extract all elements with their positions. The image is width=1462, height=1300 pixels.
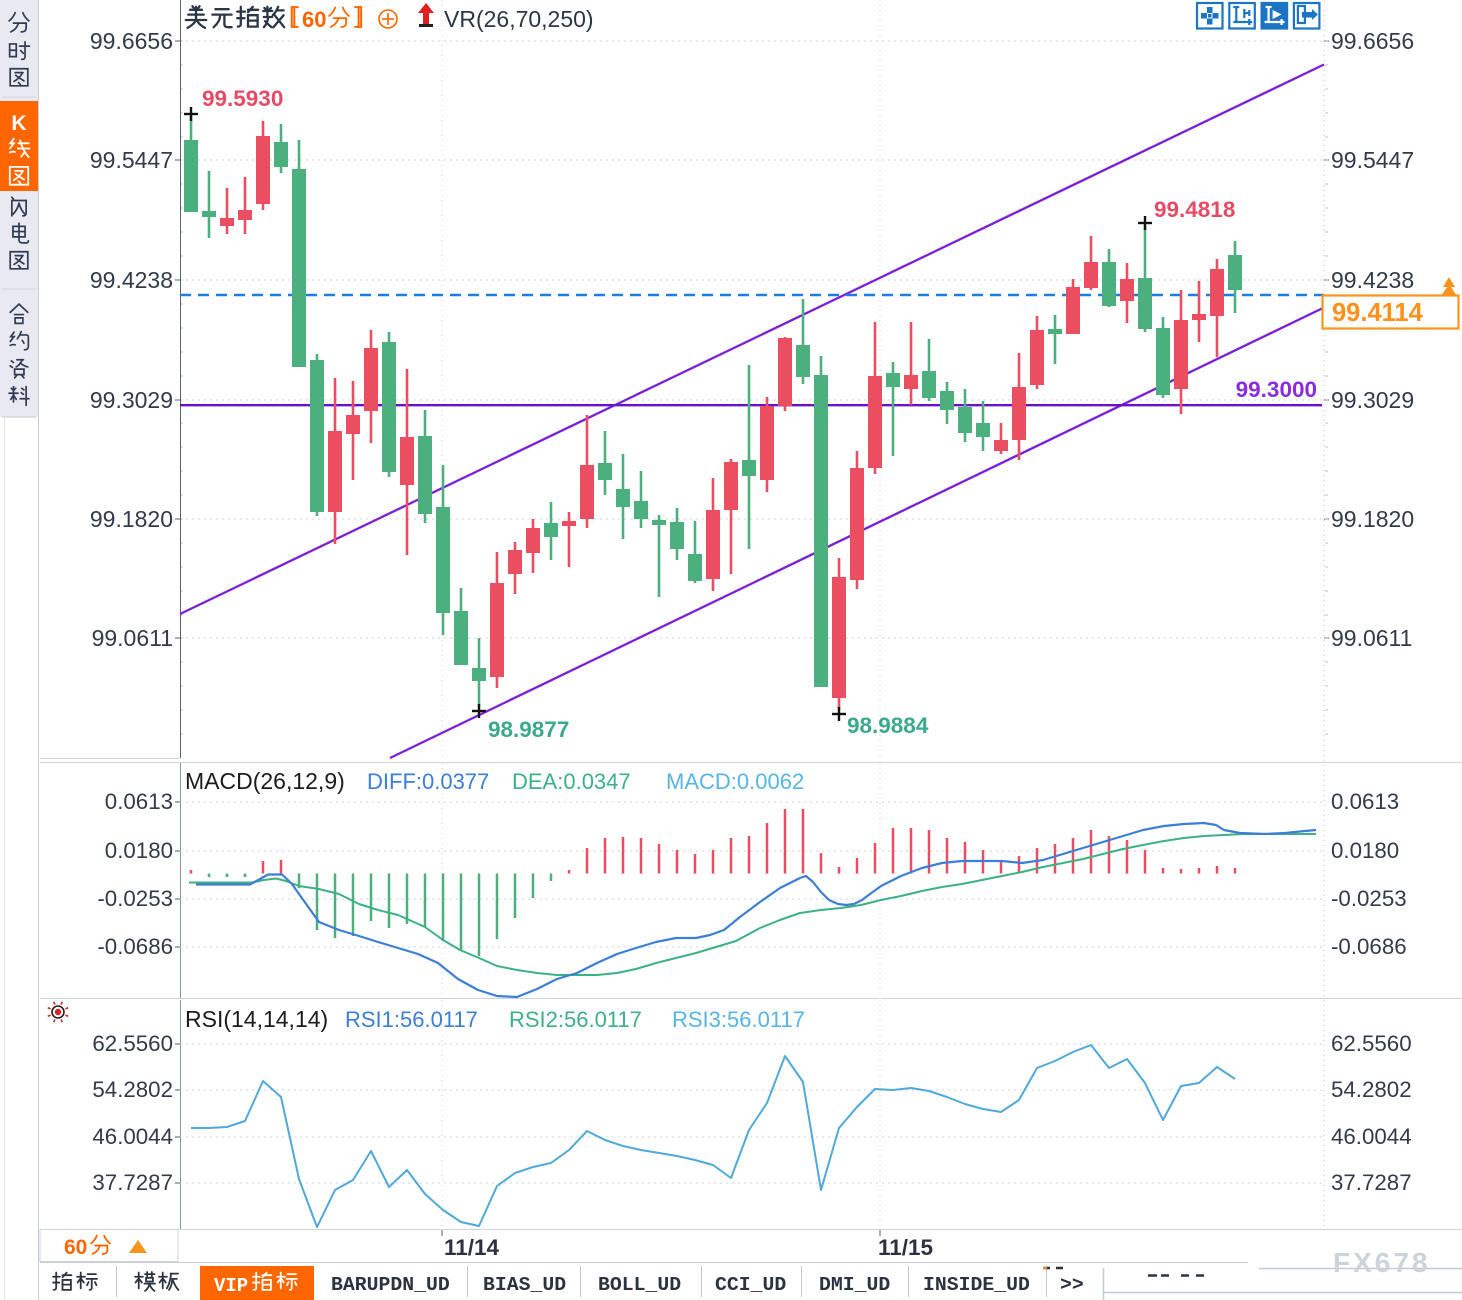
svg-text:DEA:0.0347: DEA:0.0347 xyxy=(512,769,631,794)
svg-text:37.7287: 37.7287 xyxy=(92,1170,173,1195)
svg-text:54.2802: 54.2802 xyxy=(92,1077,173,1102)
svg-text:60: 60 xyxy=(64,1236,87,1259)
svg-text:BOLL_UD: BOLL_UD xyxy=(598,1274,681,1296)
svg-text:60: 60 xyxy=(302,7,326,32)
svg-text:99.0611: 99.0611 xyxy=(1331,625,1412,651)
svg-text:99.5930: 99.5930 xyxy=(202,86,283,111)
svg-text:11/15: 11/15 xyxy=(878,1235,933,1260)
svg-text:99.3029: 99.3029 xyxy=(1331,387,1414,413)
svg-text:VR(26,70,250): VR(26,70,250) xyxy=(444,6,594,32)
svg-text:VIP: VIP xyxy=(214,1275,248,1297)
svg-text:RSI(14,14,14): RSI(14,14,14) xyxy=(185,1006,328,1032)
svg-text:99.6656: 99.6656 xyxy=(1331,28,1414,54)
svg-text:-0.0253: -0.0253 xyxy=(97,886,173,911)
svg-text:MACD(26,12,9): MACD(26,12,9) xyxy=(185,768,345,794)
svg-text:37.7287: 37.7287 xyxy=(1331,1170,1412,1195)
svg-text:46.0044: 46.0044 xyxy=(92,1124,173,1149)
svg-text:RSI1:56.0117: RSI1:56.0117 xyxy=(345,1007,478,1032)
svg-text:0.0180: 0.0180 xyxy=(1331,838,1399,863)
svg-text:99.5447: 99.5447 xyxy=(90,147,173,173)
svg-text:-0.0686: -0.0686 xyxy=(97,934,173,959)
svg-text:-0.0253: -0.0253 xyxy=(1331,886,1407,911)
svg-text:99.5447: 99.5447 xyxy=(1331,147,1414,173)
svg-text:CCI_UD: CCI_UD xyxy=(715,1274,786,1296)
svg-text:46.0044: 46.0044 xyxy=(1331,1124,1412,1149)
svg-text:99.6656: 99.6656 xyxy=(90,28,173,54)
svg-text:RSI2:56.0117: RSI2:56.0117 xyxy=(509,1007,642,1032)
svg-text:54.2802: 54.2802 xyxy=(1331,1077,1412,1102)
svg-text:0.0613: 0.0613 xyxy=(1331,789,1399,814)
svg-text:62.5560: 62.5560 xyxy=(1331,1031,1412,1056)
svg-text:-0.0686: -0.0686 xyxy=(1331,934,1407,959)
svg-text:98.9877: 98.9877 xyxy=(488,717,569,742)
svg-text:K: K xyxy=(11,112,26,135)
svg-text:99.0611: 99.0611 xyxy=(92,625,173,651)
svg-text:62.5560: 62.5560 xyxy=(92,1031,173,1056)
svg-text:11/14: 11/14 xyxy=(444,1235,500,1260)
svg-text:RSI3:56.0117: RSI3:56.0117 xyxy=(672,1007,805,1032)
svg-text:>>: >> xyxy=(1060,1274,1084,1296)
svg-text:INSIDE_UD: INSIDE_UD xyxy=(923,1274,1030,1296)
svg-text:99.4238: 99.4238 xyxy=(90,267,173,293)
svg-text:99.3000: 99.3000 xyxy=(1236,377,1317,402)
svg-text:MACD:0.0062: MACD:0.0062 xyxy=(666,769,804,794)
svg-text:0.0613: 0.0613 xyxy=(105,789,173,814)
svg-text:DMI_UD: DMI_UD xyxy=(819,1274,890,1296)
svg-text:DIFF:0.0377: DIFF:0.0377 xyxy=(367,769,489,794)
svg-text:99.1820: 99.1820 xyxy=(1331,506,1414,532)
svg-text:99.4238: 99.4238 xyxy=(1331,267,1414,293)
svg-text:99.1820: 99.1820 xyxy=(90,506,173,532)
svg-text:99.3029: 99.3029 xyxy=(90,387,173,413)
svg-text:98.9884: 98.9884 xyxy=(847,713,929,738)
svg-text:99.4818: 99.4818 xyxy=(1154,197,1235,222)
svg-text:FX678: FX678 xyxy=(1333,1247,1431,1278)
svg-text:BARUPDN_UD: BARUPDN_UD xyxy=(331,1274,450,1296)
svg-text:99.4114: 99.4114 xyxy=(1332,299,1424,327)
svg-text:BIAS_UD: BIAS_UD xyxy=(483,1274,566,1296)
svg-text:0.0180: 0.0180 xyxy=(105,838,173,863)
